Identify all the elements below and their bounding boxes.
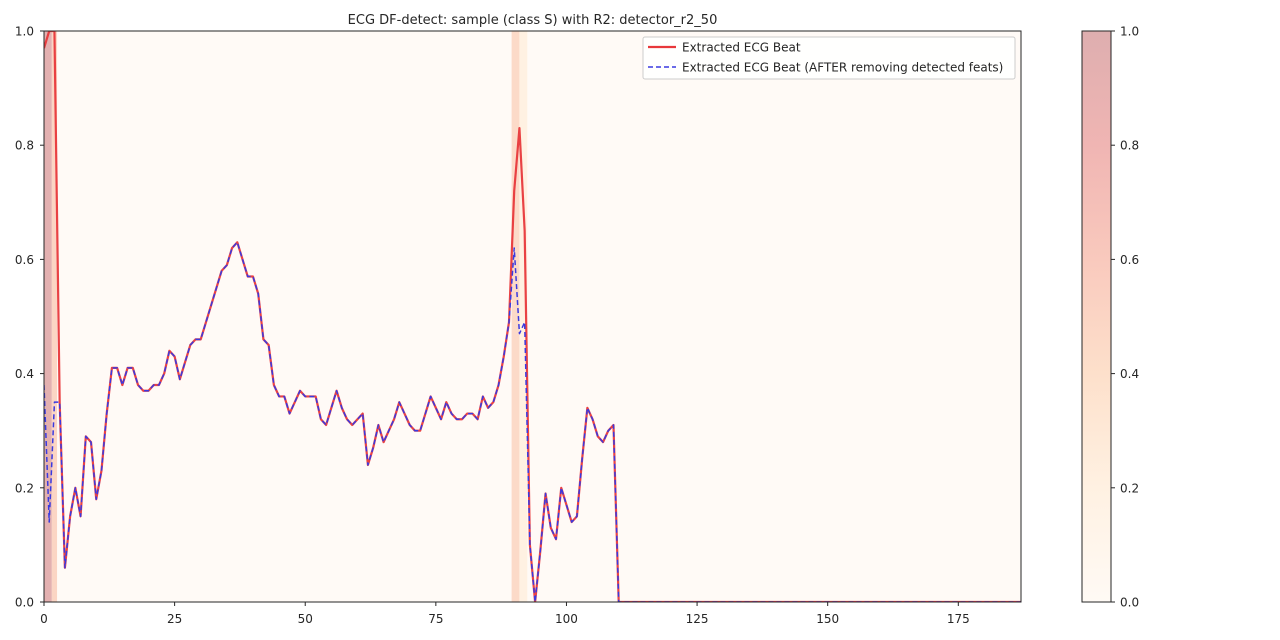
relevance-band-3 — [519, 31, 528, 602]
relevance-highlights — [44, 31, 528, 602]
colorbar-tick-label: 0.2 — [1120, 481, 1139, 495]
x-tick-label: 100 — [555, 612, 578, 626]
relevance-band-2 — [511, 31, 520, 602]
y-tick-label: 0.4 — [15, 367, 34, 381]
y-tick-label: 0.6 — [15, 253, 34, 267]
x-tick-label: 75 — [428, 612, 443, 626]
colorbar-gradient — [1081, 30, 1112, 603]
legend-label-after-removal: Extracted ECG Beat (AFTER removing detec… — [682, 61, 1003, 75]
plot-background — [44, 31, 1021, 602]
y-tick-label: 1.0 — [15, 25, 34, 39]
relevance-band-0 — [44, 31, 52, 602]
x-axis-ticks: 0 25 50 75 100 125 150 175 — [40, 602, 970, 626]
legend: Extracted ECG Beat Extracted ECG Beat (A… — [642, 36, 1016, 80]
colorbar-tick-label: 1.0 — [1120, 25, 1139, 39]
x-tick-label: 150 — [816, 612, 839, 626]
colorbar-ticks: 0.0 0.2 0.4 0.6 0.8 1.0 — [1111, 25, 1139, 610]
y-tick-label: 0.2 — [15, 481, 34, 495]
relevance-band-1 — [51, 31, 58, 602]
legend-label-extracted-beat: Extracted ECG Beat — [682, 41, 801, 55]
chart-title: ECG DF-detect: sample (class S) with R2:… — [348, 13, 718, 28]
colorbar-tick-label: 0.8 — [1120, 139, 1139, 153]
x-tick-label: 0 — [40, 612, 48, 626]
series-line-1 — [44, 241, 1021, 602]
series-lines — [44, 31, 1021, 602]
plot-frame — [43, 30, 1022, 603]
x-tick-label: 175 — [947, 612, 970, 626]
legend-box — [642, 36, 1016, 80]
y-axis-ticks: 0.0 0.2 0.4 0.6 0.8 1.0 — [15, 25, 44, 610]
colorbar-tick-label: 0.6 — [1120, 253, 1139, 267]
y-tick-label: 0.0 — [15, 596, 34, 610]
x-tick-label: 125 — [686, 612, 709, 626]
colorbar-tick-label: 0.4 — [1120, 367, 1139, 381]
x-tick-label: 25 — [167, 612, 182, 626]
y-tick-label: 0.8 — [15, 139, 34, 153]
colorbar-tick-label: 0.0 — [1120, 596, 1139, 610]
x-tick-label: 50 — [298, 612, 313, 626]
colorbar: 0.0 0.2 0.4 0.6 0.8 1.0 — [1081, 25, 1139, 610]
